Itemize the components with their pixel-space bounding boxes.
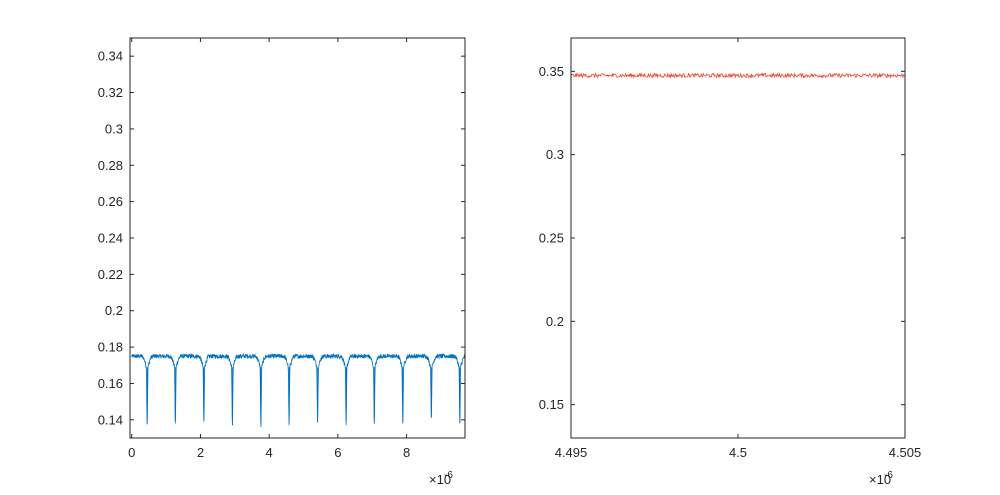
right-y-tick-label: 0.15 <box>539 397 564 412</box>
right-x-tick-label: 4.5 <box>729 445 747 460</box>
left-y-tick-label: 0.2 <box>105 303 123 318</box>
left-y-tick-label: 0.24 <box>98 231 123 246</box>
left-y-tick-label: 0.26 <box>98 194 123 209</box>
right-x-exponent: ×10 -6 <box>869 470 893 487</box>
right-series-line <box>571 72 905 79</box>
right-x-exponent-base: ×10 <box>869 472 891 487</box>
left-x-exponent-power: -6 <box>444 470 453 481</box>
right-y-tick-label: 0.25 <box>539 231 564 246</box>
left-axes: 0 2 4 6 8 0.14 0.16 0.18 0.2 0.22 0.24 0.26 0.28 0.3 0… <box>98 37 466 487</box>
left-x-exponent-base: ×10 <box>429 472 451 487</box>
left-ticks: 0 2 4 6 8 0.14 0.16 0.18 0.2 0.22 0.24 0.26 0.28 0.3 0… <box>98 38 465 460</box>
left-y-tick-label: 0.22 <box>98 267 123 282</box>
right-x-exponent-power: -6 <box>884 470 893 481</box>
right-ticks: 4.495 4.5 4.505 0.15 0.2 0.25 0.3 0.35 <box>539 38 922 460</box>
right-x-tick-label: 4.505 <box>889 445 922 460</box>
right-y-tick-label: 0.3 <box>546 147 564 162</box>
left-x-tick-label: 4 <box>266 445 273 460</box>
right-y-tick-label: 0.35 <box>539 64 564 79</box>
right-y-tick-label: 0.2 <box>546 314 564 329</box>
left-y-tick-label: 0.28 <box>98 158 123 173</box>
right-axes: 4.495 4.5 4.505 0.15 0.2 0.25 0.3 0.35 ×10 -6 <box>539 37 922 487</box>
left-x-tick-label: 6 <box>334 445 341 460</box>
left-series-line <box>131 352 465 427</box>
left-y-tick-label: 0.34 <box>98 49 123 64</box>
left-x-tick-label: 2 <box>197 445 204 460</box>
left-x-tick-label: 0 <box>128 445 135 460</box>
left-y-tick-label: 0.3 <box>105 121 123 136</box>
left-x-tick-label: 8 <box>403 445 410 460</box>
left-y-tick-label: 0.16 <box>98 376 123 391</box>
right-series-group <box>571 72 905 79</box>
left-y-tick-label: 0.18 <box>98 340 123 355</box>
left-y-tick-label: 0.14 <box>98 412 123 427</box>
left-y-tick-label: 0.32 <box>98 85 123 100</box>
left-series-group <box>131 352 465 428</box>
left-x-exponent: ×10 -6 <box>429 470 453 487</box>
right-x-tick-label: 4.495 <box>555 445 588 460</box>
